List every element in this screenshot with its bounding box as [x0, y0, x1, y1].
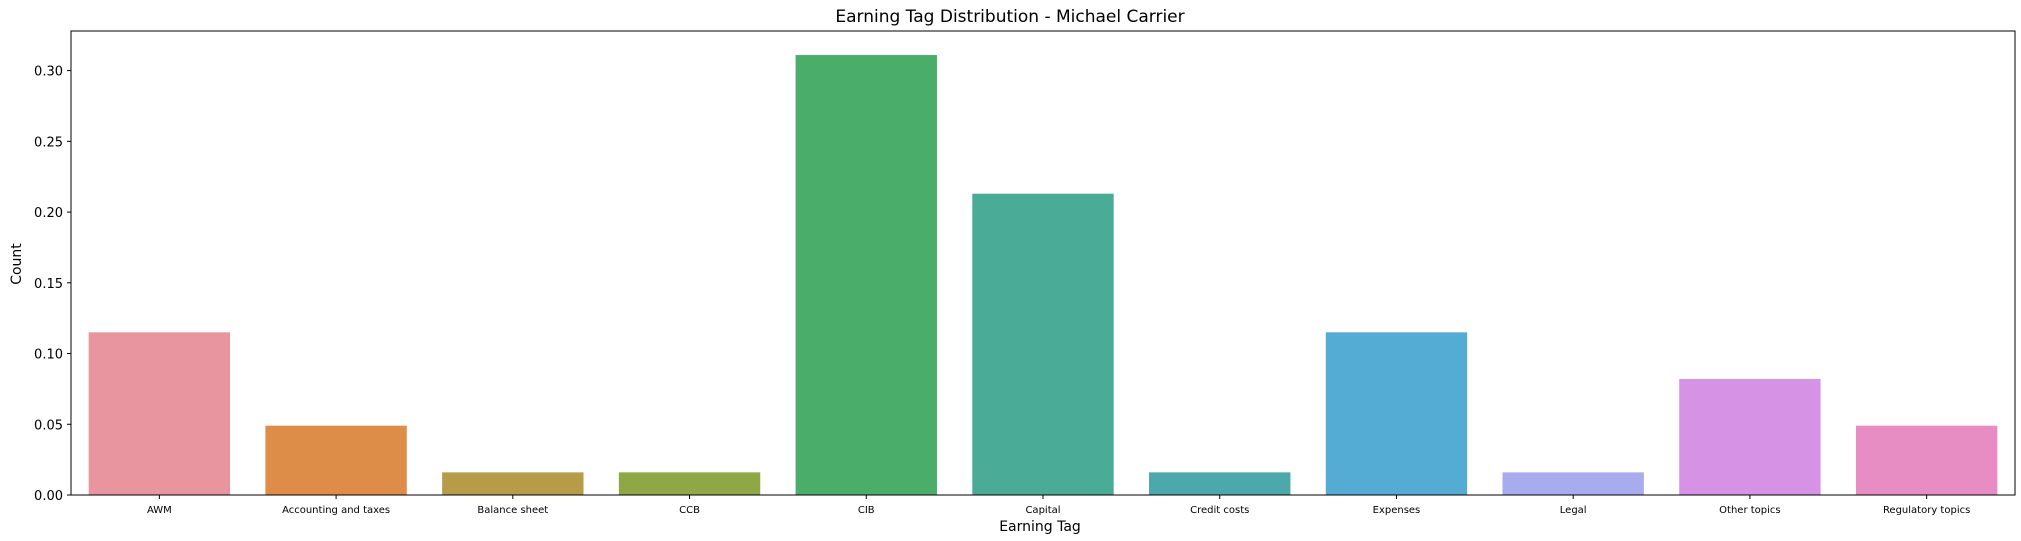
- y-tick-label: 0.20: [34, 206, 63, 221]
- bar-other-topics: [1679, 379, 1821, 495]
- bars-group: [88, 55, 1998, 496]
- x-axis-label: Earning Tag: [999, 519, 1081, 535]
- x-tick-label: Expenses: [1373, 505, 1421, 516]
- x-tick-label: CIB: [858, 505, 875, 516]
- y-axis-label: Count: [9, 243, 25, 285]
- x-tick-label: Regulatory topics: [1883, 505, 1970, 516]
- x-tick-label: Other topics: [1719, 505, 1780, 516]
- bar-ccb: [618, 472, 761, 495]
- x-tick-label: Balance sheet: [477, 505, 548, 516]
- y-tick-label: 0.00: [34, 489, 63, 504]
- bar-capital: [972, 193, 1114, 495]
- y-tick-label: 0.05: [34, 418, 63, 433]
- bar-cib: [795, 55, 937, 496]
- chart-title: Earning Tag Distribution - Michael Carri…: [835, 7, 1184, 27]
- x-axis: AWM Accounting and taxes Balance sheet CCB C…: [147, 495, 1970, 516]
- x-tick-label: CCB: [679, 505, 700, 516]
- bar-balance-sheet: [442, 472, 584, 495]
- y-tick-label: 0.10: [34, 348, 63, 363]
- bar-regulatory-topics: [1855, 425, 1998, 495]
- x-tick-label: Legal: [1560, 505, 1587, 516]
- plot-frame: [70, 30, 2016, 496]
- bar-legal: [1502, 472, 1644, 495]
- y-axis: 0.00 0.05 0.10 0.15 0.20 0.25 0.30: [34, 65, 71, 504]
- bar-accounting-and-taxes: [265, 425, 407, 495]
- bar-expenses: [1325, 332, 1468, 495]
- y-tick-label: 0.30: [34, 65, 63, 80]
- bar-credit-costs: [1149, 472, 1291, 495]
- x-tick-label: Credit costs: [1190, 505, 1249, 516]
- x-tick-label: Capital: [1025, 505, 1060, 516]
- x-tick-label: AWM: [147, 505, 172, 516]
- y-tick-label: 0.15: [34, 277, 63, 292]
- x-tick-label: Accounting and taxes: [282, 505, 390, 516]
- bar-awm: [88, 332, 231, 495]
- y-tick-label: 0.25: [34, 135, 63, 150]
